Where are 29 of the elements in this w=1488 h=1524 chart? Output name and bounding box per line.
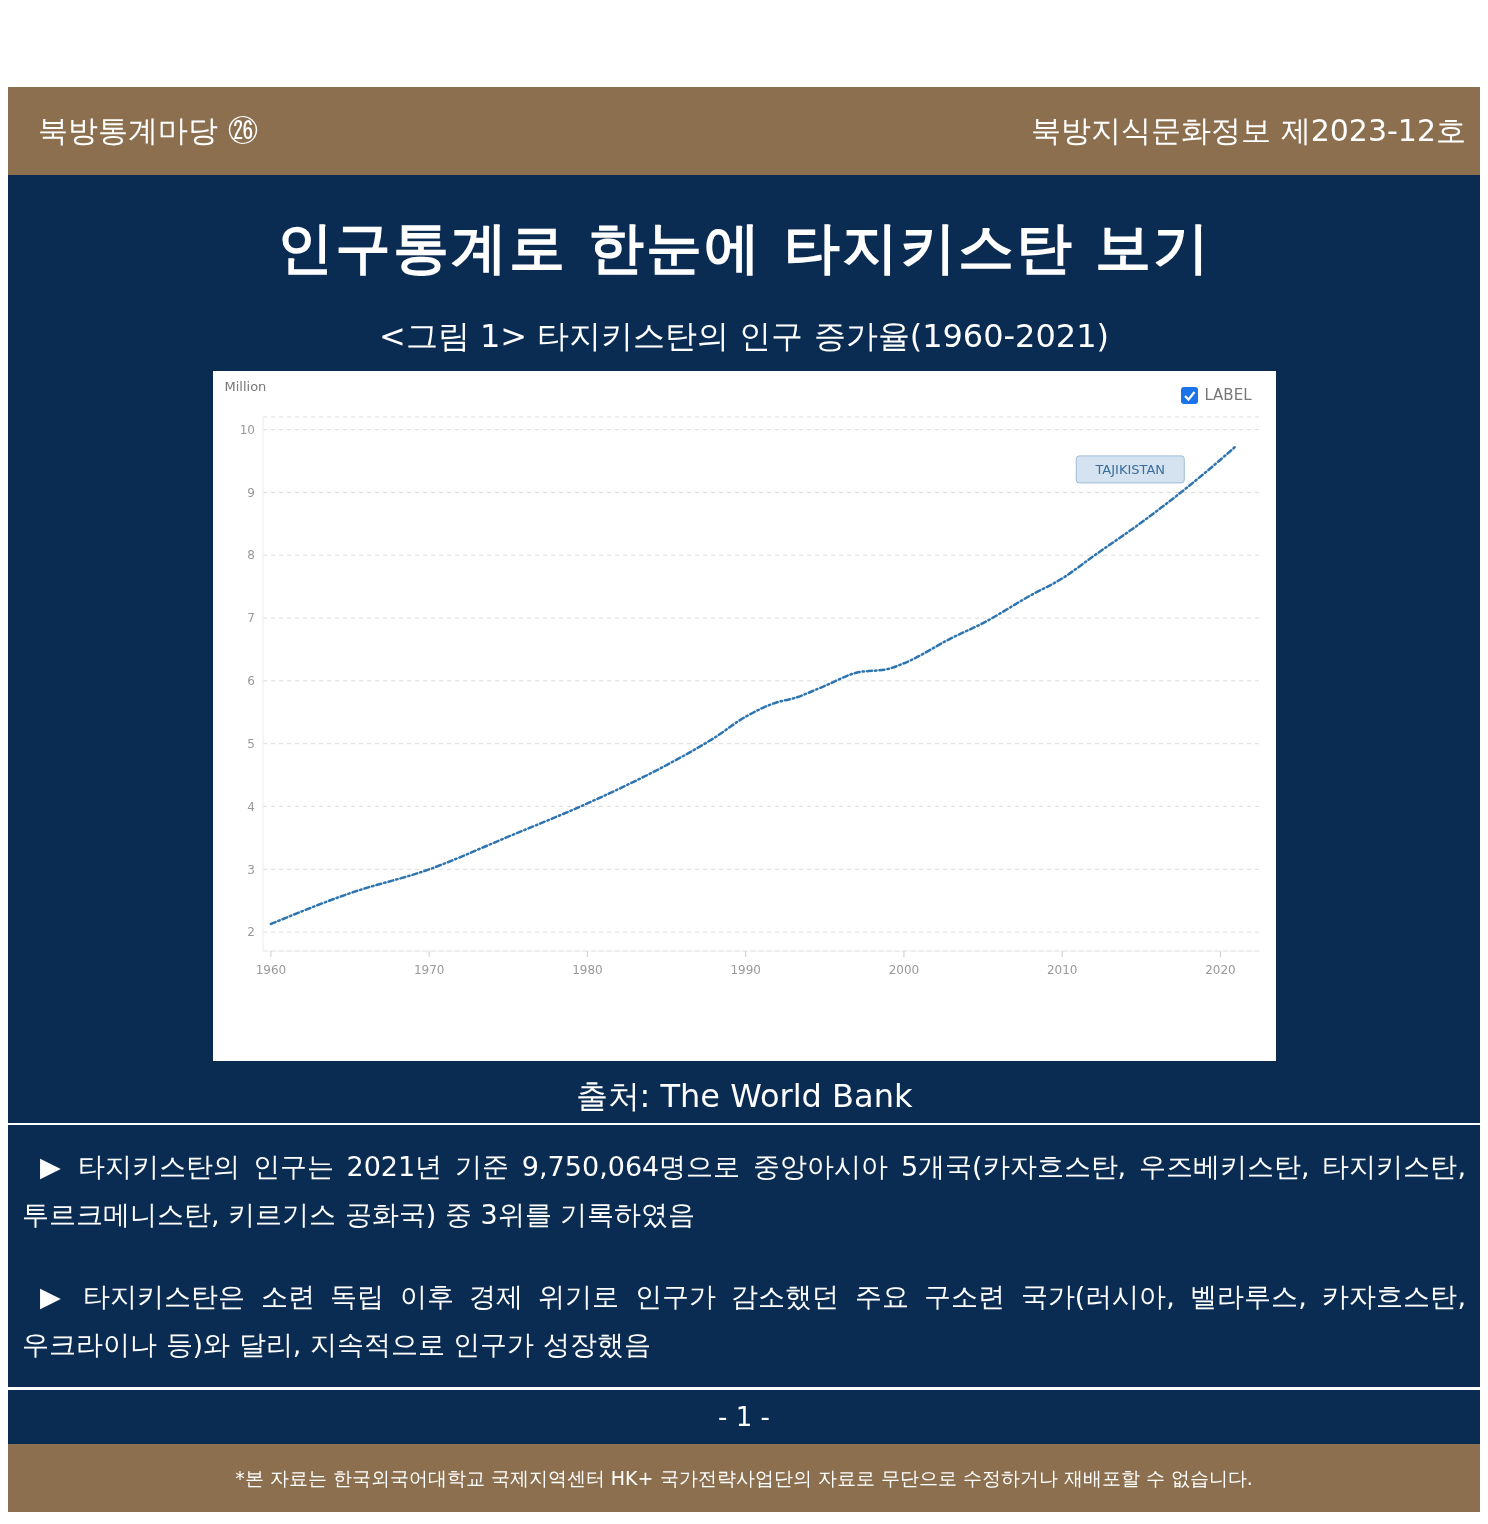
source-note: 출처: The World Bank (574, 1076, 914, 1117)
x-tick-label: 2020 (1204, 962, 1236, 977)
text: - 1 - (8, 1390, 1480, 1444)
y-tick-label: 4 (246, 799, 255, 814)
x-tick-label: 1960 (255, 962, 286, 977)
y-tick-label: 10 (239, 422, 255, 437)
text: 북방지식문화정보 제2023-12호 (1031, 111, 1466, 150)
y-tick-label: 9 (246, 485, 255, 500)
text: LABEL (1204, 386, 1252, 404)
y-tick-label: 8 (246, 548, 255, 563)
y-axis-title: Million (224, 379, 267, 394)
y-tick-label: 5 (246, 736, 255, 751)
chart-subtitle: <그림 1> 타지키스탄의 인구 증가율(1960-2021) (377, 316, 1111, 357)
y-tick-label: 2 (246, 925, 255, 940)
x-tick-label: 2000 (888, 962, 919, 977)
text: *본 자료는 한국외국어대학교 국제지역센터 HK+ 국가전략사업단의 자료로 무단으로 수정하거나 재배포할 수 없습니다. (8, 1444, 1480, 1512)
series-label: TAJIKISTAN (1093, 461, 1165, 477)
line-series (269, 444, 1238, 926)
x-tick-label: 1980 (571, 962, 603, 977)
y-tick-label: 6 (246, 674, 255, 689)
text: ▶ 타지키스탄의 인구는 2021년 기준 9,750,064명으로 중앙아시아 5개국(카자흐스탄, 우즈베키스탄, 타지키스탄, 투르크메니스탄, 키르기스 공화국) 중 3위를 기록하였음 (22, 1150, 1466, 1232)
chart-title: 인구통계로 한눈에 타지키스탄 보기 (275, 214, 1213, 282)
x-tick-label: 2010 (1046, 962, 1077, 977)
x-tick-label: 1970 (413, 962, 444, 977)
y-tick-label: 3 (246, 862, 255, 877)
y-tick-label: 7 (246, 611, 255, 626)
x-tick-label: 1990 (729, 962, 761, 977)
text: 북방통계마당 ㉖ (38, 111, 258, 150)
text: ▶ 타지키스탄은 소련 독립 이후 경제 위기로 인구가 감소했던 주요 구소련 국가(러시아, 벨라루스, 카자흐스탄, 우크라이나 등)와 달리, 지속적으로 인구가 성장했음 (22, 1280, 1466, 1362)
